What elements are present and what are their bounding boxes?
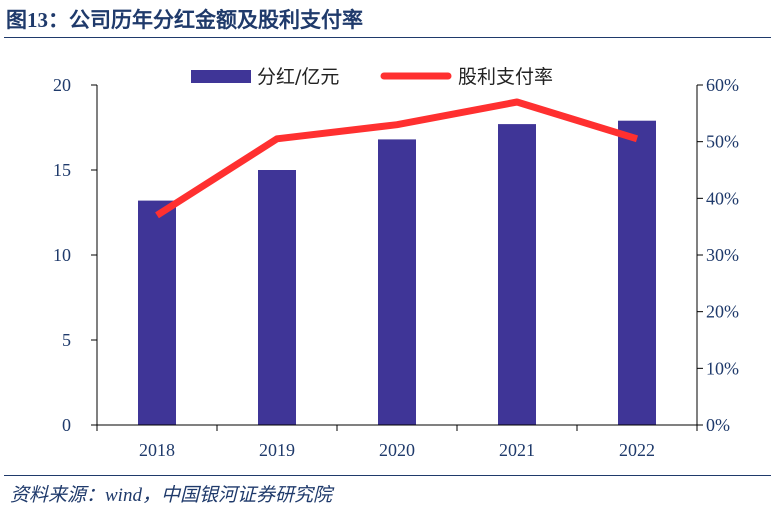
right-axis-ticks: 0% 10% 20% 30% 40% 50% 60% [697,75,739,435]
x-axis-ticks: 2018 2019 2020 2021 2022 [96,425,698,460]
x-tick-label: 2019 [259,440,295,460]
x-tick-label: 2020 [379,440,415,460]
legend-bar-swatch [191,70,251,83]
right-tick-label: 0% [706,415,730,435]
right-tick-label: 60% [706,75,739,95]
left-tick-label: 5 [62,330,71,350]
left-tick-label: 20 [53,75,71,95]
right-tick-label: 20% [706,302,739,322]
bar-2021 [498,124,536,425]
source-note: 资料来源：wind，中国银河证券研究院 [10,485,332,506]
x-tick-label: 2022 [619,440,655,460]
legend-bar-label: 分红/亿元 [257,66,339,88]
right-tick-label: 10% [706,358,739,378]
left-tick-label: 0 [62,415,71,435]
figure-title: 图13：公司历年分红金额及股利支付率 [6,8,363,32]
bars-layer [138,120,656,425]
x-tick-label: 2018 [139,440,175,460]
title-divider [4,37,771,38]
legend: 分红/亿元 股利支付率 [191,66,553,88]
left-tick-label: 10 [53,245,71,265]
bar-2018 [138,200,176,425]
bar-2022 [618,120,656,425]
right-tick-label: 50% [706,132,739,152]
left-axis-ticks: 0 5 10 15 20 [53,75,97,435]
bar-2019 [258,170,296,425]
line-layer [155,98,639,219]
source-divider [4,475,771,476]
left-tick-label: 15 [53,160,71,180]
x-tick-label: 2021 [499,440,535,460]
right-tick-label: 30% [706,245,739,265]
bar-2020 [378,139,416,425]
legend-line-label: 股利支付率 [458,66,553,88]
right-tick-label: 40% [706,188,739,208]
